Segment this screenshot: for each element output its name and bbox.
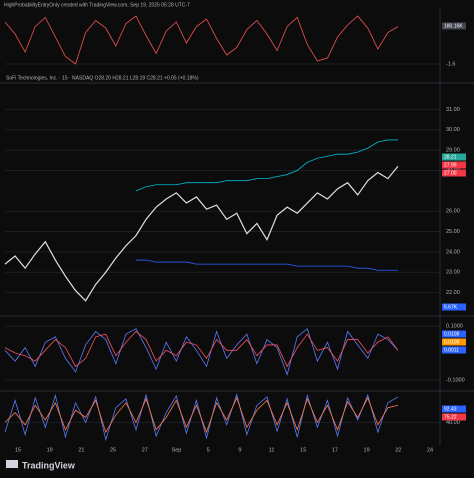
series-line (4, 328, 399, 376)
price-tag-label: 5.67K (444, 304, 458, 310)
x-tick-label: 21 (78, 447, 84, 453)
logo-icon (6, 460, 18, 468)
x-tick-label: 5 (207, 447, 210, 453)
x-tick-label: 11 (269, 447, 275, 453)
price-tag-label: 27.00 (444, 170, 457, 176)
price-tag-label: 92.43 (444, 406, 457, 412)
y-tick-label: 26.00 (446, 209, 460, 215)
legend: SoFi Technologies, Inc. · 15 · NASDAQ O2… (6, 75, 199, 81)
price-tag (442, 330, 466, 338)
price-tag-label: 75.22 (444, 414, 457, 420)
y-tick-label: -0.1000 (446, 377, 465, 383)
y-tick-label: 24.00 (446, 249, 460, 255)
x-tick-label: 15 (15, 447, 21, 453)
series-line (4, 396, 399, 434)
series-line (4, 15, 399, 65)
footer-logo: TradingView (22, 460, 76, 470)
price-tag-label: 0.0108 (444, 331, 460, 337)
x-tick-label: 22 (395, 447, 401, 453)
x-tick-label: 24 (427, 447, 433, 453)
y-tick-label: 23.00 (446, 270, 460, 276)
price-tag-label: 0.0108 (444, 339, 460, 345)
series-line (4, 165, 399, 302)
price-tag (442, 338, 466, 346)
price-tag (442, 169, 466, 177)
x-tick-label: 25 (110, 447, 116, 453)
price-tag-label: 0.0011 (444, 347, 459, 353)
price-tag (442, 413, 466, 421)
price-tag (442, 22, 466, 30)
price-tag (442, 153, 466, 161)
y-tick-label: -1.6 (446, 61, 455, 67)
series-line (136, 259, 398, 271)
price-tag-label: 180.16K (444, 23, 463, 29)
y-tick-label: 40.00 (446, 420, 460, 426)
x-tick-label: 19 (47, 447, 53, 453)
series-line (4, 330, 399, 368)
y-tick-label: 30.00 (446, 127, 460, 133)
price-tag-label: 28.21 (444, 154, 457, 160)
price-tag (442, 346, 466, 354)
y-tick-label: 25.00 (446, 229, 460, 235)
y-tick-label: 22.00 (446, 290, 460, 296)
price-tag-label: 27.99 (444, 162, 457, 168)
price-tag (442, 161, 466, 169)
price-tag (442, 303, 466, 311)
header: HighProbabilityEntryOnly created with Tr… (4, 2, 190, 8)
x-tick-label: 15 (300, 447, 306, 453)
y-tick-label: 31.00 (446, 107, 460, 113)
series-line (135, 139, 398, 192)
x-tick-label: Sep (172, 447, 182, 453)
y-tick-label: 0.1000 (446, 324, 463, 330)
x-tick-label: 19 (364, 447, 370, 453)
y-tick-label: 29.00 (446, 148, 460, 154)
price-tag (442, 405, 466, 413)
x-tick-label: 9 (238, 447, 241, 453)
x-tick-label: 27 (142, 447, 148, 453)
x-tick-label: 17 (332, 447, 338, 453)
